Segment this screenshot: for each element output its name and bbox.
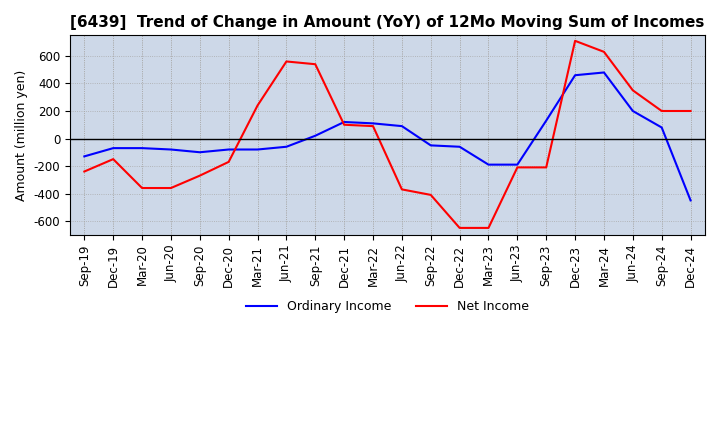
Ordinary Income	[484, 162, 492, 167]
Net Income	[484, 225, 492, 231]
Net Income	[686, 108, 695, 114]
Ordinary Income	[109, 146, 117, 151]
Line: Net Income: Net Income	[84, 41, 690, 228]
Net Income	[542, 165, 551, 170]
Legend: Ordinary Income, Net Income: Ordinary Income, Net Income	[240, 295, 534, 318]
Net Income	[80, 169, 89, 174]
Net Income	[397, 187, 406, 192]
Net Income	[253, 103, 262, 108]
Ordinary Income	[426, 143, 435, 148]
Ordinary Income	[225, 147, 233, 152]
Net Income	[600, 49, 608, 55]
Ordinary Income	[196, 150, 204, 155]
Ordinary Income	[80, 154, 89, 159]
Ordinary Income	[513, 162, 522, 167]
Net Income	[369, 124, 377, 129]
Ordinary Income	[600, 70, 608, 75]
Net Income	[513, 165, 522, 170]
Net Income	[166, 185, 175, 191]
Net Income	[282, 59, 291, 64]
Net Income	[455, 225, 464, 231]
Ordinary Income	[686, 198, 695, 203]
Ordinary Income	[455, 144, 464, 150]
Net Income	[629, 88, 637, 93]
Net Income	[196, 173, 204, 178]
Ordinary Income	[657, 125, 666, 130]
Net Income	[426, 192, 435, 198]
Y-axis label: Amount (million yen): Amount (million yen)	[15, 70, 28, 201]
Ordinary Income	[311, 133, 320, 139]
Net Income	[225, 159, 233, 165]
Net Income	[340, 122, 348, 128]
Ordinary Income	[369, 121, 377, 126]
Line: Ordinary Income: Ordinary Income	[84, 73, 690, 200]
Net Income	[109, 157, 117, 162]
Net Income	[571, 38, 580, 44]
Ordinary Income	[282, 144, 291, 150]
Ordinary Income	[166, 147, 175, 152]
Ordinary Income	[138, 146, 146, 151]
Net Income	[311, 62, 320, 67]
Ordinary Income	[571, 73, 580, 78]
Ordinary Income	[629, 108, 637, 114]
Ordinary Income	[542, 118, 551, 123]
Ordinary Income	[340, 119, 348, 125]
Ordinary Income	[253, 147, 262, 152]
Net Income	[657, 108, 666, 114]
Net Income	[138, 185, 146, 191]
Title: [6439]  Trend of Change in Amount (YoY) of 12Mo Moving Sum of Incomes: [6439] Trend of Change in Amount (YoY) o…	[71, 15, 705, 30]
Ordinary Income	[397, 124, 406, 129]
